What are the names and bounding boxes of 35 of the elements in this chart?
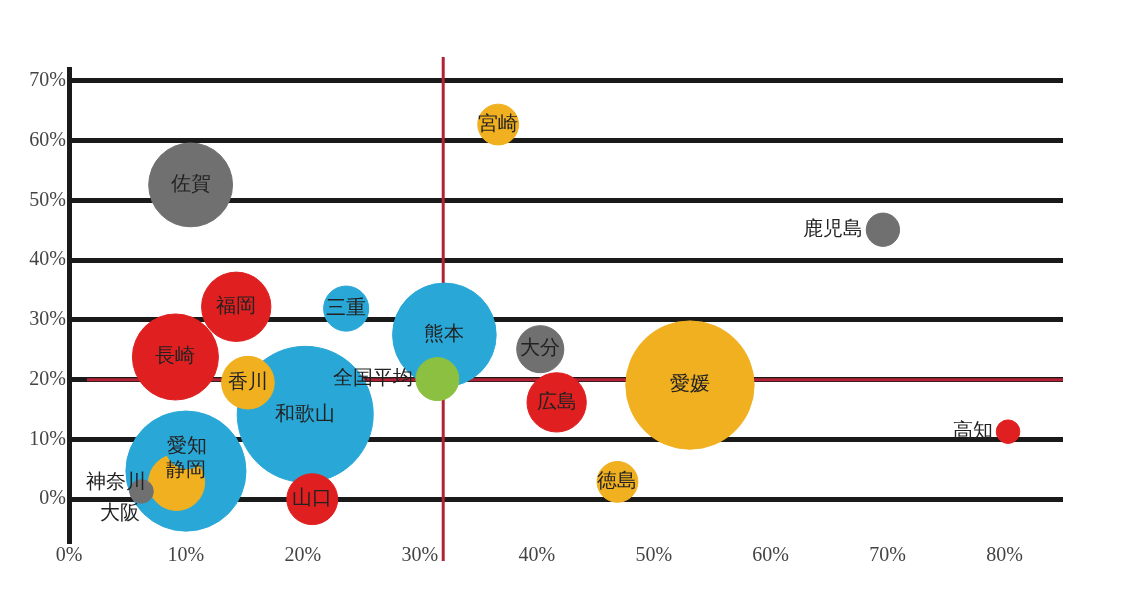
series-label: 広島 — [536, 389, 577, 412]
x-tick-label: 20% — [284, 543, 322, 566]
series-label: 三重 — [326, 295, 367, 318]
x-tick-label: 70% — [869, 543, 906, 566]
series-label: 宮崎 — [478, 111, 519, 134]
x-tick-label: 30% — [401, 543, 439, 566]
series-label: 和歌山 — [275, 401, 336, 424]
x-tick-label: 10% — [167, 543, 205, 566]
series-label: 熊本 — [424, 322, 465, 345]
x-tick-label: 40% — [518, 543, 556, 566]
series-label: 高知 — [953, 418, 994, 441]
x-tick-label: 50% — [635, 543, 673, 566]
series-label: 大分 — [520, 336, 561, 359]
series-label: 徳島 — [597, 469, 638, 492]
x-tick-label: 0% — [55, 543, 83, 566]
series-label: 福岡 — [216, 294, 257, 317]
series-label: 鹿児島 — [803, 216, 864, 239]
series-label: 長崎 — [155, 344, 196, 367]
y-tick-label: 20% — [29, 366, 66, 389]
y-tick-label: 30% — [29, 307, 66, 330]
x-tick-label: 80% — [986, 543, 1023, 566]
y-tick-label: 60% — [29, 127, 66, 150]
series-label: 愛媛 — [669, 372, 710, 395]
series-label: 大阪 — [99, 501, 140, 524]
y-tick-label: 10% — [29, 426, 66, 449]
y-tick-label: 70% — [29, 68, 66, 91]
series-label: 佐賀 — [170, 172, 211, 195]
series-label: 香川 — [227, 369, 268, 392]
x-tick-label: 60% — [752, 543, 789, 566]
y-tick-label: 40% — [29, 247, 66, 270]
series-label: 全国平均 — [332, 366, 413, 389]
series-label: 愛知 — [167, 434, 208, 457]
y-tick-label: 50% — [29, 187, 66, 210]
series-label: 山口 — [292, 486, 333, 509]
y-tick-label: 0% — [39, 486, 66, 509]
